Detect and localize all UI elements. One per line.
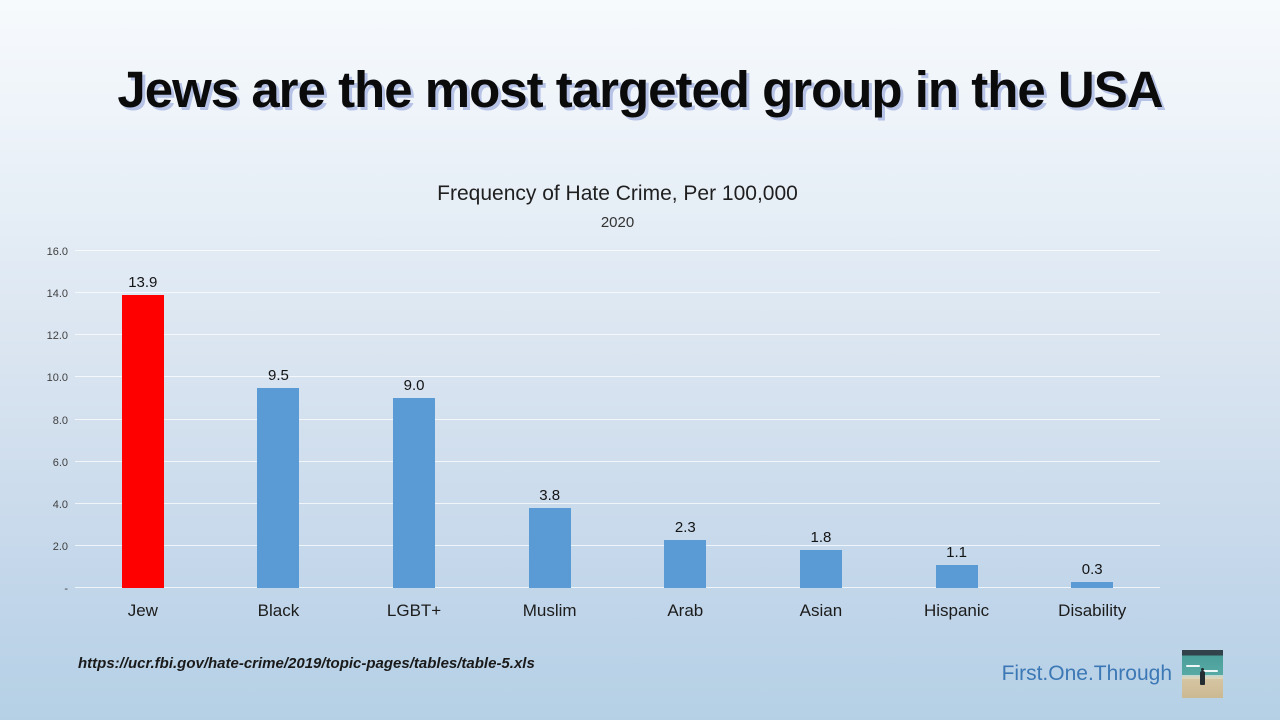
bar-value-label: 3.8 — [539, 486, 561, 504]
bar-column: 0.3 — [1024, 251, 1160, 588]
gridline — [75, 460, 1160, 462]
y-tick-label: 6.0 — [52, 456, 68, 469]
y-tick-label: 4.0 — [52, 498, 68, 511]
y-tick-label: 8.0 — [52, 414, 68, 427]
brand-text: First.One.Through — [1001, 662, 1172, 685]
category-label: Hispanic — [923, 601, 990, 620]
bar-column: 9.0 — [346, 251, 482, 588]
bar-value-label: 1.1 — [946, 543, 967, 561]
brand: First.One.Through — [1002, 650, 1223, 698]
gridline — [75, 292, 1160, 294]
bar-columns: 13.9 9.5 9.0 3.8 2.3 1.8 1.1 0.3 — [75, 251, 1160, 588]
category-label: Muslim — [522, 601, 577, 620]
category-label: Jew — [127, 601, 158, 620]
bar-lgbt+ — [393, 398, 436, 588]
bar-column: 1.8 — [753, 251, 889, 588]
bar-muslim — [528, 507, 571, 588]
bar-disability — [1071, 581, 1114, 588]
y-tick-label: 12.0 — [46, 330, 68, 343]
bar-black — [257, 387, 300, 588]
bar-value-label: 0.3 — [1081, 560, 1103, 578]
bar-column: 1.1 — [889, 251, 1025, 588]
category-label: Black — [257, 601, 300, 620]
y-tick-label: 14.0 — [46, 288, 68, 301]
slide-title: Jews are the most targeted group in the … — [117, 61, 1163, 118]
bar-value-label: 9.0 — [403, 377, 425, 395]
plot-area: 13.9 9.5 9.0 3.8 2.3 1.8 1.1 0.3 — [75, 250, 1160, 588]
category-label: Disability — [1058, 601, 1127, 620]
bar-column: 9.5 — [211, 251, 347, 588]
y-tick-label: 16.0 — [46, 246, 68, 258]
bar-value-label: 9.5 — [268, 366, 289, 384]
y-tick-label: 2.0 — [52, 540, 68, 553]
bar-jew — [121, 295, 164, 588]
gridline — [75, 250, 1160, 251]
category-label: Asian — [799, 601, 843, 620]
bar-column: 2.3 — [618, 251, 754, 588]
wave-graphic — [1202, 670, 1218, 672]
category-label: Arab — [667, 601, 704, 620]
beach-photo-logo — [1182, 650, 1223, 698]
bar-asian — [799, 550, 842, 588]
category-label: LGBT+ — [386, 601, 442, 620]
y-axis: 16.0 14.0 12.0 10.0 8.0 6.0 4.0 2.0 - — [18, 246, 68, 595]
gridline — [75, 587, 1160, 588]
gridline — [75, 334, 1160, 336]
bar-column: 13.9 — [75, 251, 211, 588]
gridline — [75, 502, 1160, 504]
bar-column: 3.8 — [482, 251, 618, 588]
source-url: https://ucr.fbi.gov/hate-crime/2019/topi… — [78, 655, 535, 672]
chart-subtitle: 2020 — [600, 214, 635, 231]
chart-title: Frequency of Hate Crime, Per 100,000 — [437, 182, 798, 205]
y-tick-label: - — [64, 583, 68, 595]
y-tick-label: 10.0 — [46, 372, 68, 385]
bar-value-label: 13.9 — [128, 274, 158, 292]
person-on-beach-graphic — [1200, 668, 1205, 685]
gridline — [75, 418, 1160, 420]
bar-value-label: 2.3 — [674, 518, 696, 536]
gridline — [75, 376, 1160, 378]
bar-arab — [664, 539, 707, 588]
bar-hispanic — [935, 564, 978, 588]
x-axis: Jew Black LGBT+ Muslim Arab Asian Hispanic Disa… — [75, 601, 1160, 621]
gridline — [75, 544, 1160, 546]
wave-graphic — [1186, 665, 1200, 667]
bar-value-label: 1.8 — [810, 529, 832, 547]
